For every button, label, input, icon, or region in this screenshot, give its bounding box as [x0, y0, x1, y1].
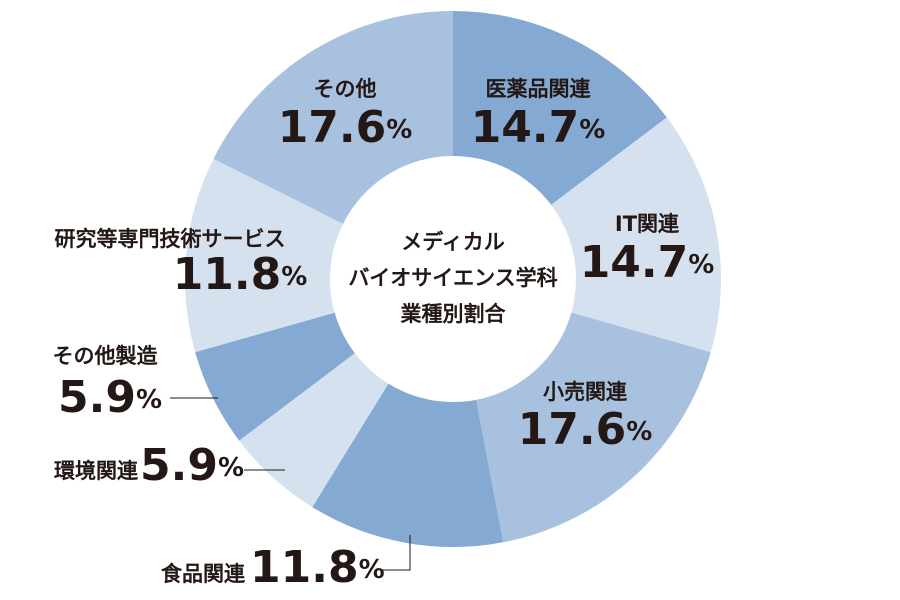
value-label: 5.9% [58, 372, 162, 423]
category-label: その他製造 [53, 344, 159, 368]
category-label: 研究等専門技術サービス [55, 227, 286, 251]
value-label: 11.8% [173, 249, 308, 300]
category-label: 小売関連 [543, 380, 628, 404]
chart-title: メディカル [401, 230, 505, 254]
chart-title: バイオサイエンス学科 [348, 266, 557, 290]
slice [195, 312, 355, 441]
value-label: 17.6% [278, 102, 413, 153]
value-label: 11.8% [250, 542, 385, 593]
slice [453, 11, 667, 205]
category-label: 環境関連 [54, 459, 139, 483]
value-label: 14.7% [580, 237, 715, 288]
slice [213, 11, 453, 224]
leader-line [380, 535, 411, 571]
slice [239, 353, 389, 508]
chart-title: 業種別割合 [401, 302, 507, 326]
category-label: 食品関連 [161, 562, 246, 586]
category-label: 医薬品関連 [486, 77, 592, 101]
value-label: 14.7% [471, 102, 606, 153]
slice [551, 117, 721, 353]
slice [312, 383, 504, 547]
category-label: その他 [314, 77, 377, 101]
category-label: IT関連 [615, 212, 680, 236]
value-label: 17.6% [518, 404, 653, 455]
slice [185, 158, 344, 353]
value-label: 5.9% [140, 440, 244, 491]
slice [476, 312, 711, 543]
